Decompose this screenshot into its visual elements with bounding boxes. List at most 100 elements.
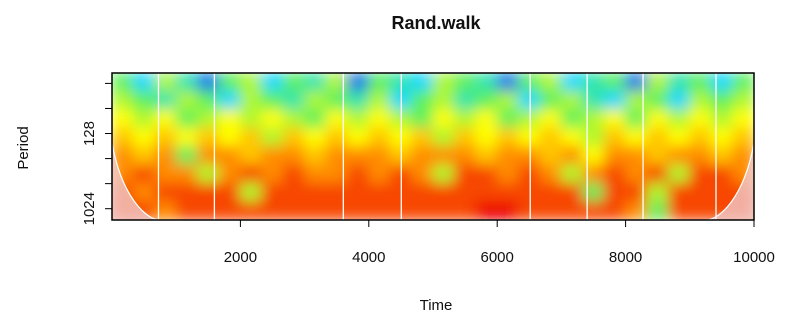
heat-cell bbox=[411, 164, 434, 184]
heat-cell bbox=[518, 109, 541, 129]
heat-cell bbox=[261, 109, 284, 129]
heat-cell bbox=[646, 201, 669, 220]
heat-cell bbox=[496, 127, 520, 147]
heat-cell bbox=[646, 146, 669, 166]
cone-shade bbox=[706, 143, 754, 220]
heat-cell bbox=[411, 201, 434, 220]
heat-cell bbox=[710, 109, 734, 129]
heat-cell bbox=[560, 146, 584, 166]
heat-cell bbox=[282, 146, 306, 166]
heat-cell bbox=[475, 146, 498, 166]
heat-cell bbox=[218, 109, 241, 129]
heat-cell bbox=[239, 146, 263, 166]
heat-cell bbox=[539, 109, 562, 129]
heat-cell bbox=[304, 182, 327, 203]
heat-cell bbox=[411, 182, 434, 203]
heat-cell bbox=[411, 90, 434, 111]
heat-cell bbox=[496, 201, 520, 220]
heat-cell bbox=[646, 164, 669, 184]
heat-cell bbox=[710, 146, 734, 166]
heat-cell bbox=[646, 182, 669, 203]
heat-cell bbox=[539, 90, 562, 111]
heat-cell bbox=[411, 109, 434, 129]
heat-cell bbox=[539, 164, 562, 184]
heat-cell bbox=[132, 109, 156, 129]
heat-cell bbox=[282, 201, 306, 220]
heat-cell bbox=[625, 164, 648, 184]
heat-cell bbox=[560, 182, 584, 203]
heat-cell bbox=[710, 182, 734, 203]
heat-cell bbox=[346, 146, 370, 166]
heat-cell bbox=[239, 90, 263, 111]
y-tick-label: 128 bbox=[81, 121, 98, 146]
chart-title: Rand.walk bbox=[391, 13, 481, 33]
heat-cell bbox=[154, 90, 177, 111]
heat-cell bbox=[346, 90, 370, 111]
heat-cell bbox=[603, 73, 627, 92]
heat-cell bbox=[112, 73, 134, 92]
heat-cell bbox=[625, 90, 648, 111]
cone-of-influence bbox=[112, 142, 754, 220]
heat-cell bbox=[603, 109, 627, 129]
heat-cell bbox=[411, 146, 434, 166]
heat-cell bbox=[411, 73, 434, 92]
heat-cell bbox=[325, 109, 348, 129]
heat-cell bbox=[646, 127, 669, 147]
heat-cell bbox=[453, 109, 477, 129]
heat-cell bbox=[175, 164, 199, 184]
heat-cell bbox=[667, 73, 691, 92]
heat-cell bbox=[646, 90, 669, 111]
heat-cell bbox=[218, 146, 241, 166]
heat-cell bbox=[667, 109, 691, 129]
heat-cell bbox=[132, 127, 156, 147]
heat-cell bbox=[368, 182, 391, 203]
y-tick-label: 1024 bbox=[81, 192, 98, 225]
heat-cell bbox=[239, 73, 263, 92]
heat-cell bbox=[112, 146, 134, 166]
heat-cell bbox=[304, 146, 327, 166]
heat-cell bbox=[239, 201, 263, 220]
heat-cell bbox=[432, 146, 455, 166]
heat-cell bbox=[325, 146, 348, 166]
heat-cell bbox=[282, 164, 306, 184]
heat-cell bbox=[732, 73, 754, 92]
heat-cell bbox=[475, 182, 498, 203]
heat-cell bbox=[732, 127, 754, 147]
heat-cell bbox=[346, 73, 370, 92]
heat-cell bbox=[646, 109, 669, 129]
heat-cell bbox=[132, 182, 156, 203]
heat-cell bbox=[112, 109, 134, 129]
heat-cell bbox=[453, 90, 477, 111]
heat-cell bbox=[689, 164, 712, 184]
heat-cell bbox=[261, 73, 284, 92]
heat-cell bbox=[175, 146, 199, 166]
heat-cell bbox=[282, 109, 306, 129]
heat-cell bbox=[325, 127, 348, 147]
heat-cell bbox=[475, 127, 498, 147]
heat-cell bbox=[625, 146, 648, 166]
heat-cell bbox=[154, 164, 177, 184]
heat-cell bbox=[710, 127, 734, 147]
heat-cell bbox=[304, 73, 327, 92]
heat-cell bbox=[667, 164, 691, 184]
heat-cell bbox=[689, 127, 712, 147]
heat-cell bbox=[132, 90, 156, 111]
heat-cell bbox=[625, 127, 648, 147]
heat-cell bbox=[368, 127, 391, 147]
heat-cell bbox=[346, 164, 370, 184]
heat-cell bbox=[453, 127, 477, 147]
heat-cell bbox=[518, 146, 541, 166]
heat-cell bbox=[432, 90, 455, 111]
heat-cell bbox=[154, 201, 177, 220]
heat-cell bbox=[710, 90, 734, 111]
heat-cell bbox=[603, 201, 627, 220]
heat-cell bbox=[625, 109, 648, 129]
heat-cell bbox=[432, 73, 455, 92]
heat-cell bbox=[667, 127, 691, 147]
heat-cell bbox=[560, 90, 584, 111]
heat-cell bbox=[239, 182, 263, 203]
heat-cell bbox=[689, 109, 712, 129]
x-axis-label: Time bbox=[420, 297, 453, 314]
heat-cell bbox=[560, 201, 584, 220]
heat-cell bbox=[282, 73, 306, 92]
